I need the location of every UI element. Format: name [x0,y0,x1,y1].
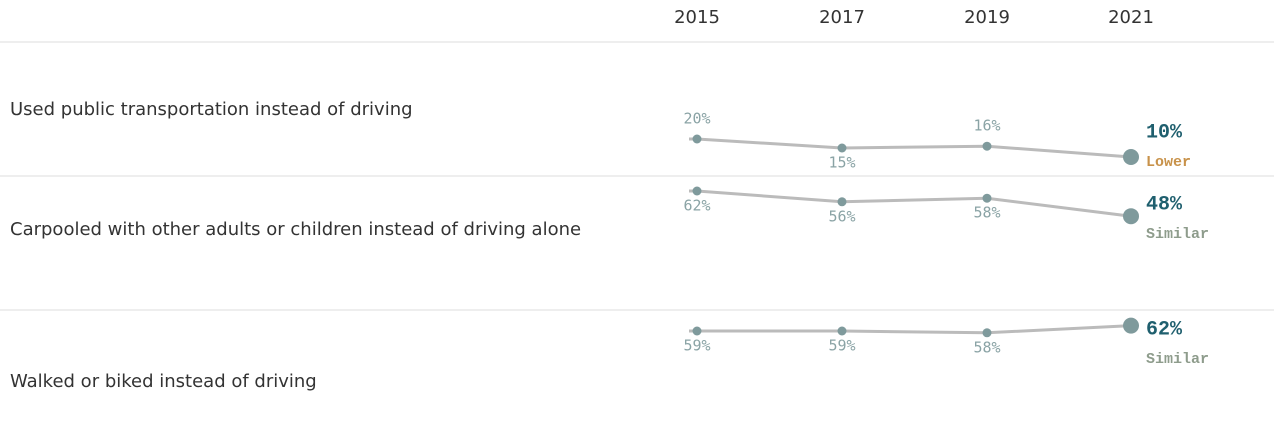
trend-line [689,137,1132,159]
point [982,193,992,203]
trend-line [689,189,1132,218]
point [982,328,992,338]
value-label: 62% [683,197,710,215]
status: Similar [1146,226,1209,243]
value-label: 58% [973,338,1000,356]
year-label: 2021 [1108,7,1154,28]
point [982,141,992,151]
row-label: Walked or biked instead of driving [10,371,317,392]
value-label: 16% [973,117,1000,135]
status: Similar [1146,351,1209,368]
value-label: 15% [828,154,855,172]
point [1123,317,1139,334]
point [837,197,847,207]
trend-line [689,324,1132,335]
year-label: 2017 [819,7,865,28]
value-label: 20% [683,110,710,128]
point [1123,208,1139,225]
point [692,186,702,196]
final-value: 48% [1146,193,1183,216]
row-label: Carpooled with other adults or children … [10,219,582,240]
value-label: 56% [828,207,855,225]
value-label: 59% [828,337,855,355]
point [1123,149,1139,165]
final-value: 62% [1146,318,1183,341]
point [692,134,702,144]
year-label: 2019 [964,7,1010,28]
value-label: 58% [973,204,1000,222]
point [837,326,847,336]
point [692,326,702,336]
point [837,143,847,153]
year-label: 2015 [674,7,720,28]
final-value: 10% [1146,121,1183,144]
value-label: 59% [683,337,710,355]
row-label: Used public transportation instead of dr… [10,99,413,120]
status: Lower [1146,154,1191,171]
